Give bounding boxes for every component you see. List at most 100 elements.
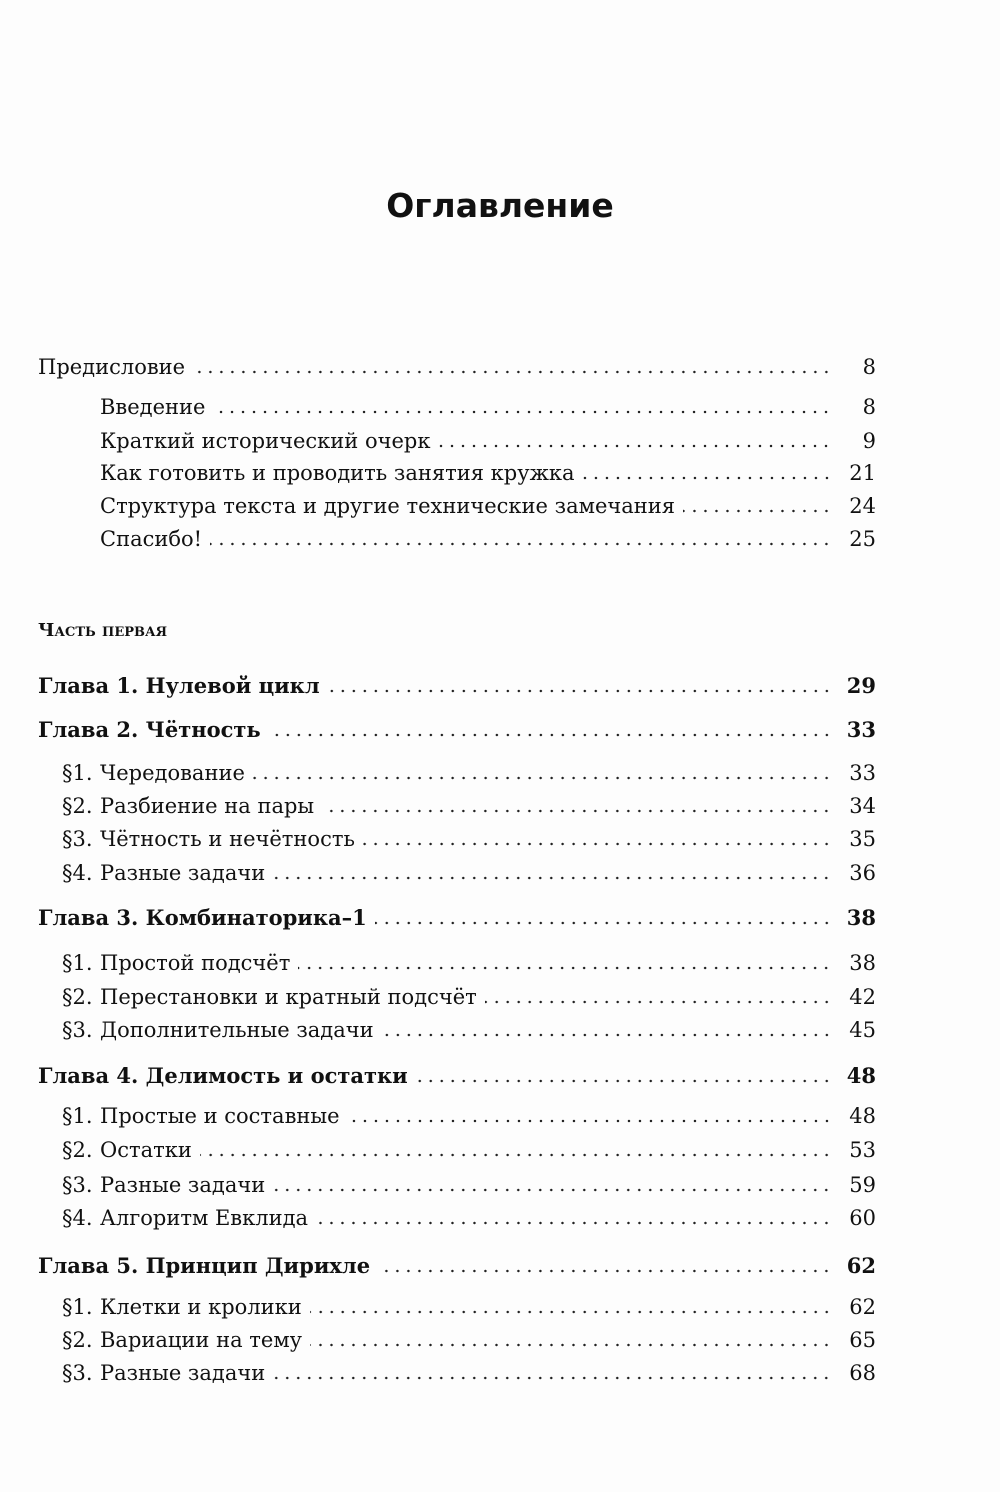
dot-leader bbox=[252, 776, 832, 780]
dot-leader bbox=[484, 1000, 832, 1004]
section-number: §1. bbox=[62, 761, 93, 785]
entry-label: §1. Простой подсчёт bbox=[62, 948, 298, 978]
toc-entry: §2. Перестановки и кратный подсчёт 42 bbox=[62, 982, 876, 1012]
entry-label: Структура текста и другие технические за… bbox=[100, 491, 683, 521]
toc-entry: §3. Разные задачи 59 bbox=[62, 1170, 876, 1200]
dot-leader bbox=[582, 476, 832, 480]
section-number: §4. bbox=[62, 861, 93, 885]
toc-entry: §2. Вариации на тему 65 bbox=[62, 1325, 876, 1355]
dot-leader bbox=[199, 1153, 832, 1157]
section-number: §3. bbox=[62, 1173, 93, 1197]
entry-title: Разные задачи bbox=[100, 1361, 266, 1385]
entry-label: §3. Чётность и нечётность bbox=[62, 824, 363, 854]
part-heading: Часть первая bbox=[38, 620, 168, 641]
page-number: 21 bbox=[849, 461, 876, 485]
entry-title: Спасибо! bbox=[100, 527, 203, 551]
page-number: 62 bbox=[846, 1253, 876, 1278]
dot-leader bbox=[273, 876, 832, 880]
page-number: 42 bbox=[849, 985, 876, 1009]
entry-title: Остатки bbox=[100, 1138, 192, 1162]
dot-leader bbox=[362, 842, 832, 846]
entry-title: Разные задачи bbox=[100, 1173, 266, 1197]
toc-entry: Глава 4. Делимость и остатки 48 bbox=[38, 1061, 876, 1091]
page-number: 35 bbox=[849, 827, 876, 851]
page-number: 53 bbox=[849, 1138, 876, 1162]
entry-title: Простые и составные bbox=[100, 1104, 340, 1128]
section-number: §2. bbox=[62, 794, 93, 818]
entry-label: §4. Алгоритм Евклида bbox=[62, 1203, 316, 1233]
section-number: §2. bbox=[62, 1328, 93, 1352]
page-number: 48 bbox=[849, 1104, 876, 1128]
toc-entry: Глава 3. Комбинаторика–1 38 bbox=[38, 903, 876, 933]
entry-label: §3. Разные задачи bbox=[62, 1170, 273, 1200]
page-number: 38 bbox=[849, 951, 876, 975]
dot-leader bbox=[193, 370, 832, 374]
entry-label: Спасибо! bbox=[100, 524, 210, 554]
toc-entry: Глава 1. Нулевой цикл 29 bbox=[38, 671, 876, 701]
entry-label: Предисловие bbox=[38, 352, 193, 382]
entry-title: Глава 1. Нулевой цикл bbox=[38, 673, 320, 698]
section-number: §4. bbox=[62, 1206, 93, 1230]
toc-entry: Как готовить и проводить занятия кружка 2… bbox=[100, 458, 876, 488]
entry-label: Глава 5. Принцип Дирихле bbox=[38, 1251, 378, 1281]
entry-label: §3. Разные задачи bbox=[62, 1358, 273, 1388]
entry-label: §2. Остатки bbox=[62, 1135, 200, 1165]
entry-title: Глава 2. Чётность bbox=[38, 717, 261, 742]
page-number: 33 bbox=[849, 761, 876, 785]
toc-entry: §1. Простые и составные 48 bbox=[62, 1101, 876, 1131]
entry-title: Предисловие bbox=[38, 355, 186, 379]
dot-leader bbox=[213, 410, 832, 414]
dot-leader bbox=[683, 509, 832, 513]
page-number: 59 bbox=[849, 1173, 876, 1197]
section-number: §2. bbox=[62, 1138, 93, 1162]
toc-entry: Структура текста и другие технические за… bbox=[100, 491, 876, 521]
entry-title: Простой подсчёт bbox=[100, 951, 291, 975]
page-number: 9 bbox=[862, 429, 876, 453]
entry-title: Глава 3. Комбинаторика–1 bbox=[38, 905, 367, 930]
entry-title: Разбиение на пары bbox=[100, 794, 315, 818]
entry-label: Глава 2. Чётность bbox=[38, 715, 269, 745]
page-number: 38 bbox=[846, 905, 876, 930]
toc-entry: §1. Клетки и кролики 62 bbox=[62, 1292, 876, 1322]
dot-leader bbox=[374, 921, 832, 925]
section-number: §3. bbox=[62, 827, 93, 851]
entry-label: §2. Вариации на тему bbox=[62, 1325, 310, 1355]
entry-title: Перестановки и кратный подсчёт bbox=[100, 985, 477, 1009]
entry-title: Структура текста и другие технические за… bbox=[100, 494, 676, 518]
dot-leader bbox=[347, 1119, 832, 1123]
dot-leader bbox=[438, 444, 832, 448]
dot-leader bbox=[273, 1376, 832, 1380]
entry-label: §1. Простые и составные bbox=[62, 1101, 348, 1131]
dot-leader bbox=[210, 542, 832, 546]
dot-leader bbox=[322, 809, 832, 813]
page-number: 68 bbox=[849, 1361, 876, 1385]
dot-leader bbox=[298, 966, 832, 970]
toc-entry: §2. Остатки 53 bbox=[62, 1135, 876, 1165]
dot-leader bbox=[268, 733, 832, 737]
entry-label: Глава 1. Нулевой цикл bbox=[38, 671, 328, 701]
toc-entry: §2. Разбиение на пары 34 bbox=[62, 791, 876, 821]
page-number: 45 bbox=[849, 1018, 876, 1042]
toc-entry: Введение 8 bbox=[100, 392, 876, 422]
entry-title: Алгоритм Евклида bbox=[100, 1206, 309, 1230]
page-number: 25 bbox=[849, 527, 876, 551]
toc-entry: Предисловие 8 bbox=[38, 352, 876, 382]
page-number: 65 bbox=[849, 1328, 876, 1352]
toc-entry: Глава 5. Принцип Дирихле 62 bbox=[38, 1251, 876, 1281]
entry-label: §3. Дополнительные задачи bbox=[62, 1015, 382, 1045]
section-number: §3. bbox=[62, 1361, 93, 1385]
page-title: Оглавление bbox=[386, 186, 614, 225]
toc-entry: §3. Чётность и нечётность 35 bbox=[62, 824, 876, 854]
entry-title: Разные задачи bbox=[100, 861, 266, 885]
entry-title: Краткий исторический очерк bbox=[100, 429, 431, 453]
toc-entry: §3. Дополнительные задачи 45 bbox=[62, 1015, 876, 1045]
page-number: 24 bbox=[849, 494, 876, 518]
page-number: 8 bbox=[862, 355, 876, 379]
page-number: 34 bbox=[849, 794, 876, 818]
entry-title: Чётность и нечётность bbox=[100, 827, 355, 851]
section-number: §2. bbox=[62, 985, 93, 1009]
toc-entry: Краткий исторический очерк 9 bbox=[100, 426, 876, 456]
toc-entry: §4. Разные задачи 36 bbox=[62, 858, 876, 888]
entry-label: Глава 3. Комбинаторика–1 bbox=[38, 903, 375, 933]
